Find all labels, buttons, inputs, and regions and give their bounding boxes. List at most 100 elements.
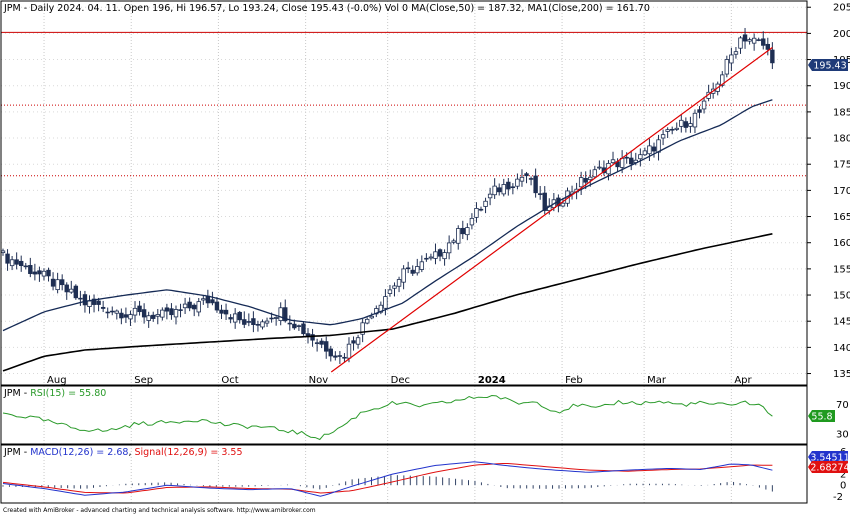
candle-body [629,157,634,165]
candlestick [729,47,734,72]
candle-body [105,311,110,314]
price-tick-label: 160 [833,238,850,249]
candle-body [670,128,675,131]
month-label: Mar [647,375,667,386]
candle-body [114,310,120,314]
candle-body [688,123,693,127]
candlestick [59,274,65,291]
candlestick [660,129,666,146]
candlestick [387,284,393,297]
price-tick-label: 205 [833,3,850,14]
candle-body [651,146,657,152]
candle-body [374,308,379,315]
footer-credit: Created with AmiBroker - advanced charti… [3,507,316,514]
candlestick [592,165,598,179]
candle-body [387,289,393,294]
candle-body [301,323,306,335]
candlestick [751,33,757,51]
candlestick [396,276,402,293]
candle-body [9,259,15,267]
candlestick [692,109,698,134]
candlestick [765,37,771,56]
candlestick [260,319,265,330]
month-label: 2024 [478,375,506,386]
candle-body [187,301,192,309]
candlestick [278,302,283,326]
candlestick [665,127,670,138]
candlestick [37,266,42,282]
candle-body [410,269,415,274]
candlestick [456,225,461,250]
candlestick [232,308,238,329]
candle-body [647,145,652,155]
candlestick [747,37,752,45]
candlestick [287,315,293,331]
candle-body [219,309,224,314]
candlestick [192,303,197,317]
candlestick [296,324,302,331]
candlestick [510,183,516,195]
candlestick [301,321,306,336]
candle-body [401,268,406,283]
candle-body [515,178,520,187]
candlestick [273,316,279,326]
candlestick [178,303,183,318]
candlestick [0,248,6,256]
candlestick [155,309,160,325]
candlestick [701,96,707,114]
candle-body [87,300,92,307]
candle-body [524,173,529,177]
candle-body [465,227,470,236]
candle-body [155,314,160,317]
macd-pane-frame [0,444,808,504]
candle-body [756,39,761,41]
candlestick [528,176,534,186]
horizontal-levels [1,31,807,177]
price-tick-label: 200 [833,29,850,40]
rsi-line [2,394,773,441]
candlestick [501,178,506,197]
candlestick [465,223,470,241]
candle-body [333,355,338,358]
candle-body [59,279,65,286]
candle-body [578,177,584,188]
candlestick [201,295,206,305]
candlestick [578,171,584,196]
month-label: Sep [134,375,153,386]
candle-body [460,227,465,235]
candle-body [369,315,374,319]
candlestick [770,42,775,70]
grid-lines [1,1,807,503]
candlestick [119,308,124,325]
candle-body [674,127,679,130]
candle-body [624,156,629,159]
candle-body [720,74,725,86]
candle-body [701,100,707,110]
candle-body [583,177,588,183]
candlestick [210,291,215,306]
candlestick [114,309,120,320]
svg-text:55.8: 55.8 [811,412,832,423]
candlestick [228,314,233,324]
candle-body [492,185,497,196]
candlestick [146,311,151,328]
candle-body [751,37,757,44]
candle-body [50,278,56,287]
candle-body [260,321,265,328]
candle-body [729,54,734,64]
candlestick [474,202,479,223]
svg-text:195.43: 195.43 [813,61,846,72]
candle-body [32,271,38,275]
candlestick [128,310,133,326]
candle-body [319,340,324,345]
candlestick [374,305,379,318]
price-header: JPM - Daily 2024. 04. 11. Open 196, Hi 1… [3,3,650,14]
candlestick [137,300,142,316]
candlestick [205,289,211,308]
candlestick [246,313,252,327]
candle-body [537,193,543,195]
candle-body [169,308,174,316]
month-label: Feb [565,375,583,386]
candle-body [164,307,170,312]
